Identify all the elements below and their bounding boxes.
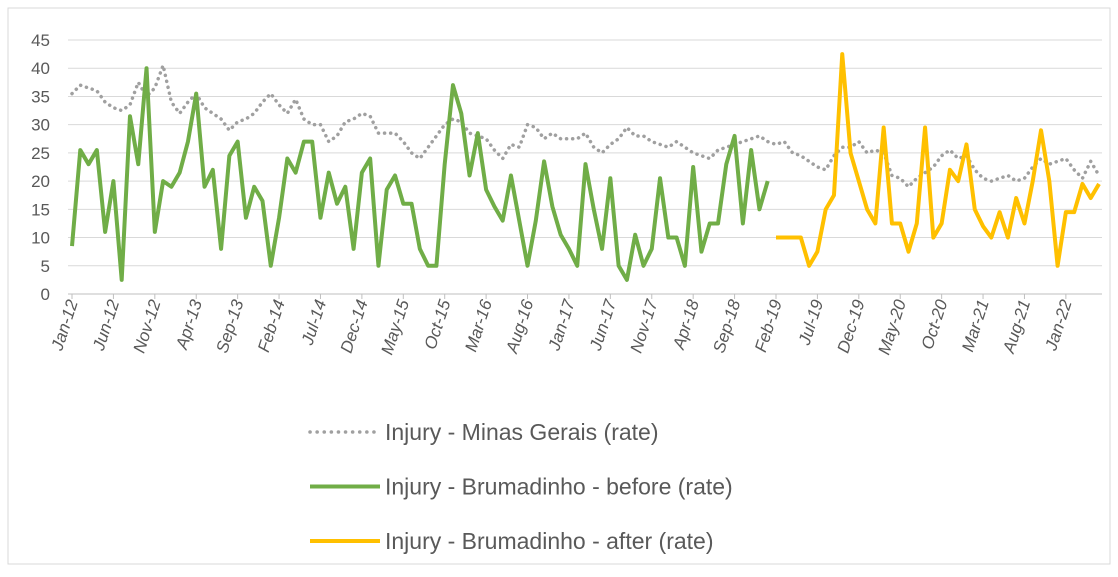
y-tick-label: 15 (31, 200, 50, 219)
y-tick-label: 0 (41, 285, 50, 304)
chart-border (7, 7, 1111, 565)
y-tick-label: 5 (41, 257, 50, 276)
legend-label: Injury - Minas Gerais (rate) (385, 419, 659, 445)
legend-label: Injury - Brumadinho - after (rate) (385, 528, 714, 554)
y-tick-label: 10 (31, 229, 50, 248)
y-tick-label: 30 (31, 116, 50, 135)
y-tick-label: 40 (31, 59, 50, 78)
series-line (70, 66, 770, 282)
y-tick-label: 45 (31, 31, 50, 50)
legend-label: Injury - Brumadinho - before (rate) (385, 474, 733, 500)
series-line (70, 63, 1101, 189)
y-tick-label: 25 (31, 144, 50, 163)
series-line (775, 52, 1101, 268)
y-tick-label: 35 (31, 87, 50, 106)
y-tick-label: 20 (31, 172, 50, 191)
